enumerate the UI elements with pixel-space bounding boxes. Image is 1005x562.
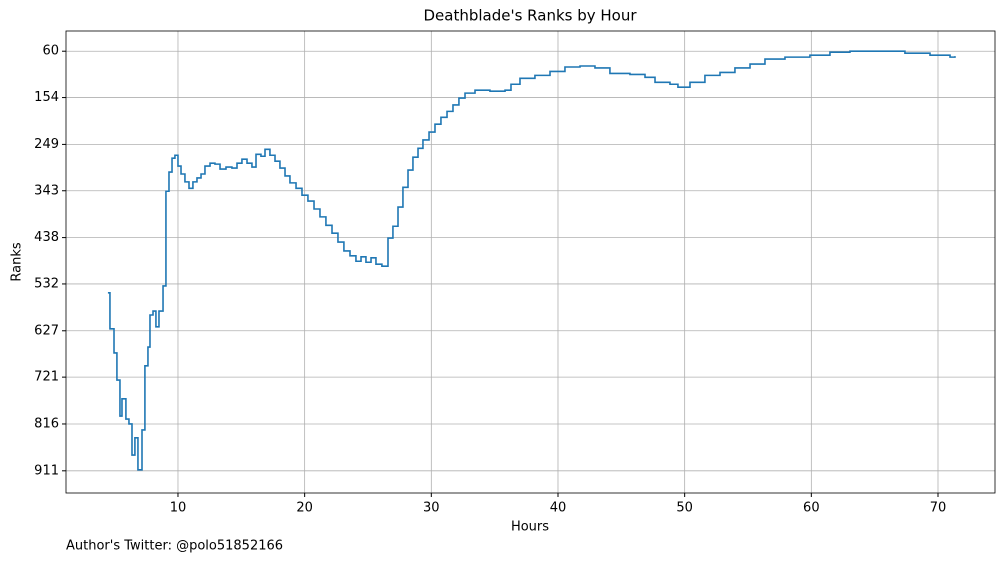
y-tick-label: 911 xyxy=(34,463,59,478)
footnote: Author's Twitter: @polo51852166 xyxy=(66,539,283,554)
chart-title: Deathblade's Ranks by Hour xyxy=(423,7,637,25)
x-tick-label: 70 xyxy=(930,501,947,516)
x-tick-label: 40 xyxy=(550,501,567,516)
x-tick-label: 10 xyxy=(170,501,187,516)
y-tick-label: 721 xyxy=(34,370,59,385)
y-tick-label: 343 xyxy=(34,183,59,198)
y-tick-label: 60 xyxy=(42,44,59,59)
x-tick-label: 60 xyxy=(803,501,820,516)
y-tick-label: 627 xyxy=(34,323,59,338)
rank-line xyxy=(107,50,956,471)
x-tick-label: 20 xyxy=(296,501,313,516)
plot-frame xyxy=(65,30,996,494)
x-tick-label: 50 xyxy=(676,501,693,516)
x-axis-label: Hours xyxy=(511,520,549,535)
y-axis-label: Ranks xyxy=(10,242,25,281)
y-tick-label: 816 xyxy=(34,416,59,431)
y-tick-label: 154 xyxy=(34,90,59,105)
x-tick-label: 30 xyxy=(423,501,440,516)
y-tick-label: 438 xyxy=(34,230,59,245)
y-tick-label: 249 xyxy=(34,137,59,152)
y-tick-label: 532 xyxy=(34,276,59,291)
